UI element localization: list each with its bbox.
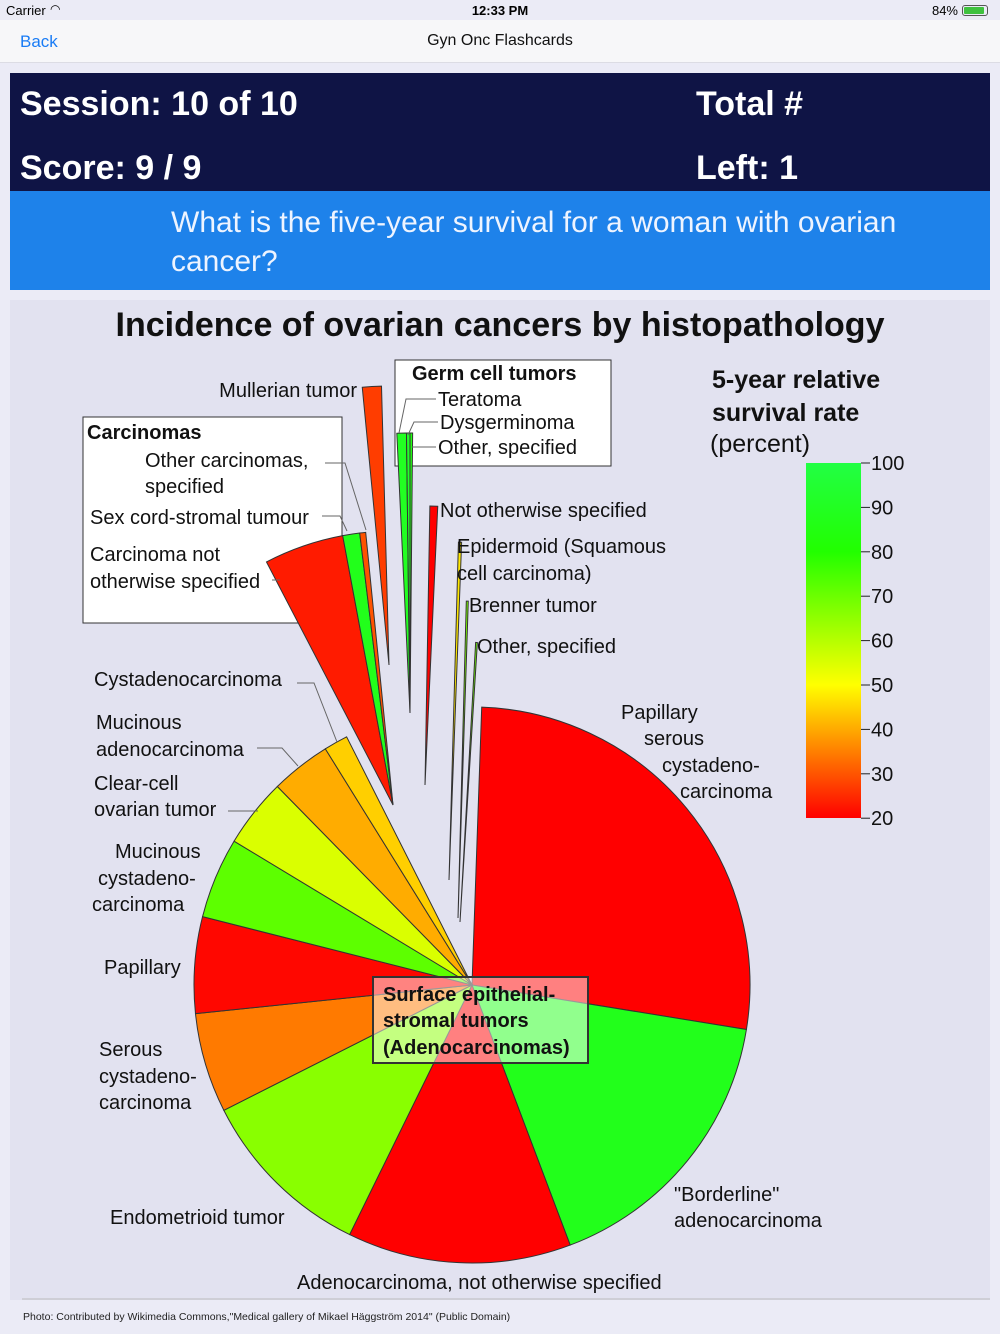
chart-title: Incidence of ovarian cancers by histopat… xyxy=(116,306,885,344)
legend-title: survival rate xyxy=(712,399,859,427)
colorbar-tick-label: 40 xyxy=(871,719,893,741)
label-border-1: "Borderline" xyxy=(674,1184,779,1206)
status-bar: Carrier ◠ 12:33 PM 84% xyxy=(0,0,1000,20)
label-clear-1: Clear-cell xyxy=(94,773,178,795)
clock: 12:33 PM xyxy=(471,3,529,18)
colorbar-tick-label: 60 xyxy=(871,631,893,653)
score: Score: 9 / 9 xyxy=(20,149,202,187)
center-label: stromal tumors xyxy=(383,1010,529,1032)
label-psc-4: carcinoma xyxy=(680,781,773,803)
center-label: (Adenocarcinomas) xyxy=(383,1037,570,1059)
label-clear-2: ovarian tumor xyxy=(94,799,217,821)
label-carc-nos-2: otherwise specified xyxy=(90,571,260,593)
center-label: Surface epithelial- xyxy=(383,984,555,1006)
cards-left: Left: 1 xyxy=(696,149,798,187)
colorbar xyxy=(806,463,861,818)
label-border-2: adenocarcinoma xyxy=(674,1210,823,1232)
wedge-other-carcinomas-specified xyxy=(359,531,394,806)
label-psc-1: Papillary xyxy=(621,702,698,724)
colorbar-tick-label: 70 xyxy=(871,586,893,608)
wifi-icon: ◠ xyxy=(50,2,61,16)
label-carc-title: Carcinomas xyxy=(87,422,202,444)
label-teratoma: Teratoma xyxy=(438,389,522,411)
label-endo: Endometrioid tumor xyxy=(110,1207,285,1229)
label-nos: Not otherwise specified xyxy=(440,500,647,522)
label-brenner: Brenner tumor xyxy=(469,595,597,617)
label-germ-title: Germ cell tumors xyxy=(412,363,577,385)
label-muc-ad-2: adenocarcinoma xyxy=(96,739,245,761)
battery-percent: 84% xyxy=(931,3,958,18)
label-germ-other: Other, specified xyxy=(438,437,577,459)
colorbar-tick-label: 50 xyxy=(871,675,893,697)
label-adeno-nos: Adenocarcinoma, not otherwise specified xyxy=(297,1272,662,1294)
question-text: What is the five-year survival for a wom… xyxy=(10,191,990,290)
nav-title: Gyn Onc Flashcards xyxy=(427,32,573,49)
back-button[interactable]: Back xyxy=(20,32,58,51)
carrier-label: Carrier xyxy=(6,3,46,18)
wedge-cystadenocarcinoma xyxy=(324,736,473,986)
label-muc-cy-3: carcinoma xyxy=(92,894,185,916)
label-other-carc-2: specified xyxy=(145,476,224,498)
legend-title: 5-year relative xyxy=(712,366,880,394)
wedge-brenner-tumor xyxy=(457,600,469,919)
colorbar-tick-label: 30 xyxy=(871,764,893,786)
navigation-bar: Back Gyn Onc Flashcards xyxy=(0,20,1000,63)
leader-lines xyxy=(228,398,438,812)
label-psc-2: serous xyxy=(644,728,704,750)
label-serous-2: cystadeno- xyxy=(99,1066,197,1088)
colorbar-tick-label: 20 xyxy=(871,808,893,830)
label-papillary: Papillary xyxy=(104,957,181,979)
colorbar-tick-label: 90 xyxy=(871,497,893,519)
label-cystadeno: Cystadenocarcinoma xyxy=(94,669,283,691)
wedge-papillary-serous-cystadenocarcinoma xyxy=(471,706,751,1031)
germ-cell-box xyxy=(394,359,612,467)
label-muc-ad-1: Mucinous xyxy=(96,712,182,734)
label-muc-cy-1: Mucinous xyxy=(115,841,201,863)
label-muc-cy-2: cystadeno- xyxy=(98,868,196,890)
colorbar-tick-label: 100 xyxy=(871,453,904,475)
session-panel: Session: 10 of 10 Score: 9 / 9 Total # L… xyxy=(10,73,990,191)
label-epi-1: Epidermoid (Squamous xyxy=(457,536,666,558)
label-epi-2: cell carcinoma) xyxy=(457,563,591,585)
wedge-germ-other-specified xyxy=(409,432,414,714)
label-dysgerminoma: Dysgerminoma xyxy=(440,412,575,434)
wedge-mullerian-tumor xyxy=(361,385,390,666)
session-counter: Session: 10 of 10 xyxy=(20,85,298,123)
label-serous-3: carcinoma xyxy=(99,1092,192,1114)
wedge-epidermoid-squamous-cell-carcinoma xyxy=(448,541,463,881)
pie-chart: Incidence of ovarian cancers by histopat… xyxy=(22,306,990,1300)
chart-image: Incidence of ovarian cancers by histopat… xyxy=(10,300,990,1300)
wedge-not-otherwise-specified xyxy=(424,505,439,786)
wedge-other-specified xyxy=(459,641,478,923)
battery-icon xyxy=(962,5,988,16)
label-sexcord: Sex cord-stromal tumour xyxy=(90,507,309,529)
label-other-spec: Other, specified xyxy=(477,636,616,658)
total-label: Total # xyxy=(696,85,804,123)
label-serous-1: Serous xyxy=(99,1039,162,1061)
legend-title: (percent) xyxy=(710,430,810,458)
wedge-adenocarcinoma-not-otherwise-specified xyxy=(348,983,571,1264)
label-psc-3: cystadeno- xyxy=(662,755,760,777)
label-carc-nos-1: Carcinoma not xyxy=(90,544,221,566)
photo-credit: Photo: Contributed by Wikimedia Commons,… xyxy=(23,1311,511,1323)
label-other-carc-1: Other carcinomas, xyxy=(145,450,308,472)
label-mullerian: Mullerian tumor xyxy=(219,380,357,402)
center-label-box xyxy=(372,976,589,1064)
colorbar-tick-label: 80 xyxy=(871,542,893,564)
